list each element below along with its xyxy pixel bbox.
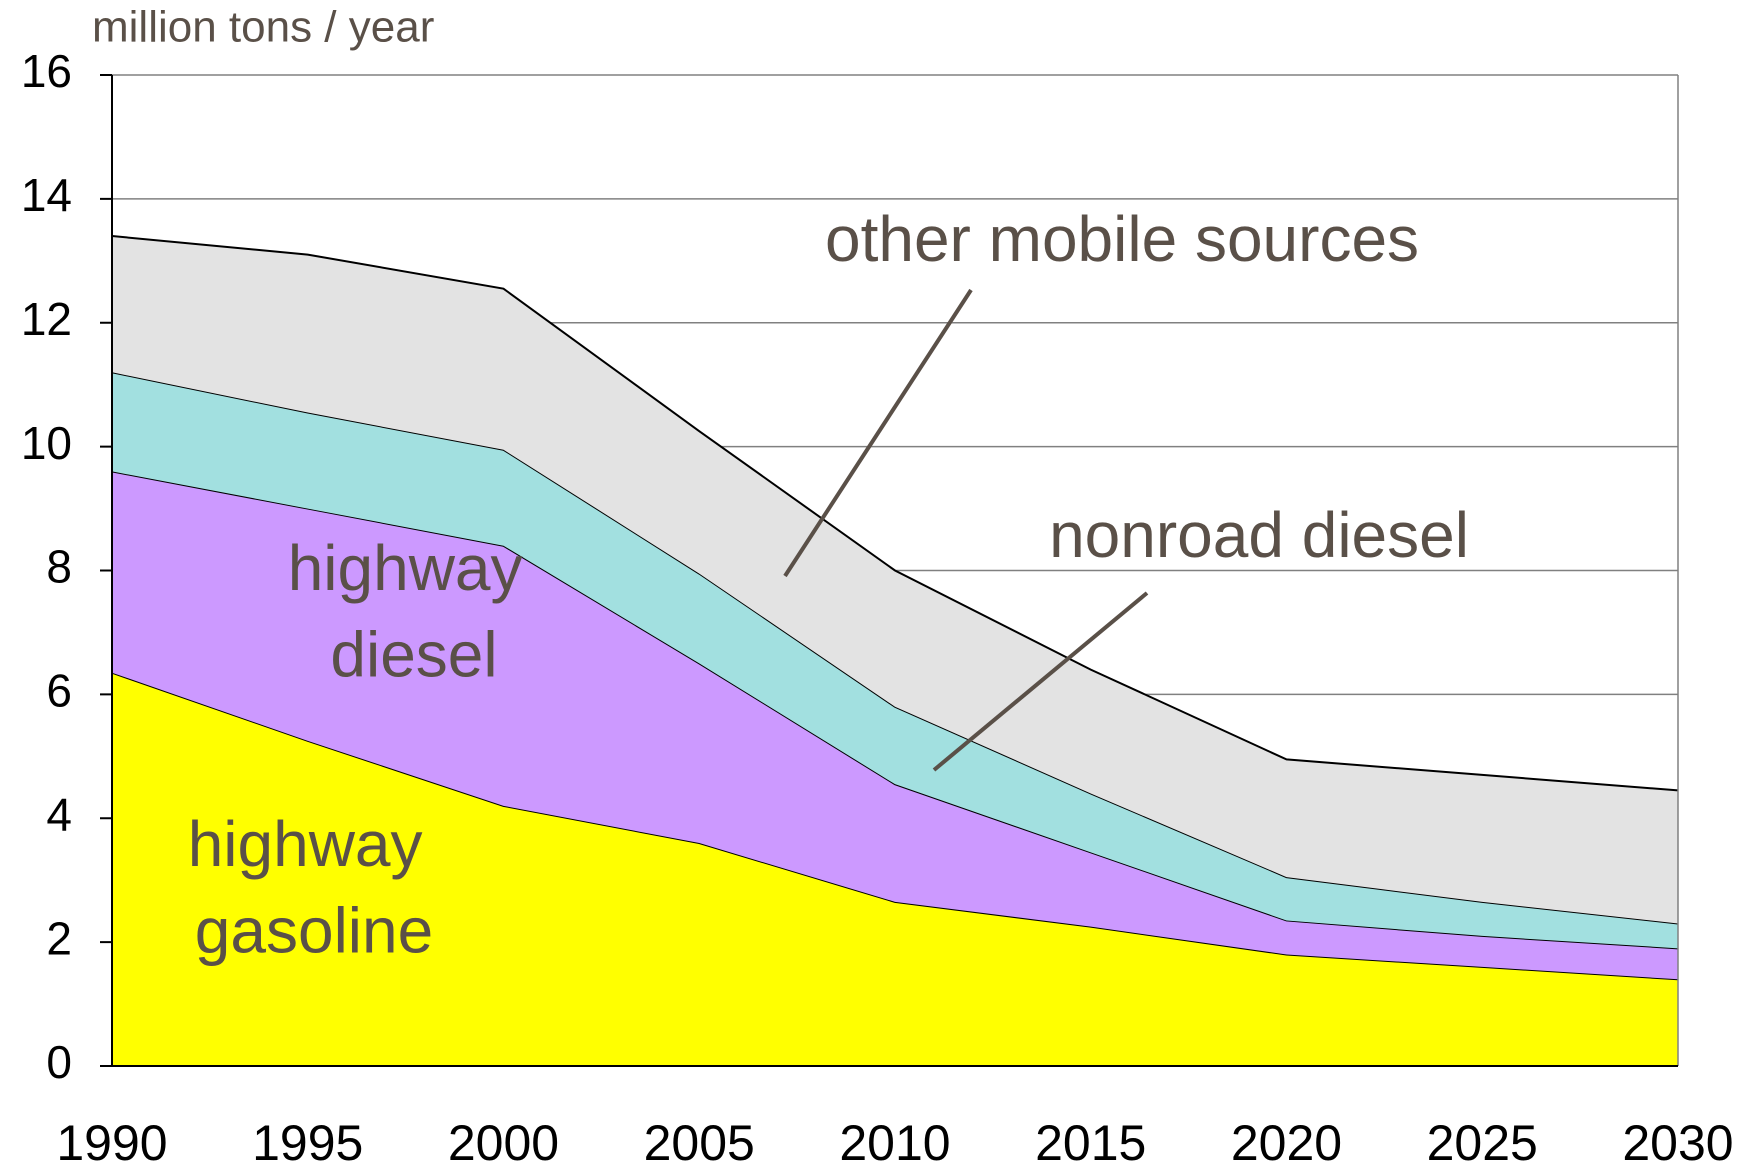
x-tick-label: 2030 xyxy=(1622,1115,1733,1171)
area xyxy=(112,236,1678,924)
x-tick-label: 2025 xyxy=(1427,1115,1538,1171)
series-label-line: highway xyxy=(288,532,541,604)
x-tick-label: 2015 xyxy=(1035,1115,1146,1171)
series-label: nonroad diesel xyxy=(1049,499,1469,571)
area xyxy=(112,471,1678,980)
y-tick-label: 0 xyxy=(46,1036,72,1088)
y-tick-label: 4 xyxy=(46,788,72,840)
area-edge xyxy=(111,235,1679,792)
y-axis-label: million tons / year xyxy=(92,3,434,52)
y-tick-label: 6 xyxy=(46,665,72,717)
x-tick-label: 2010 xyxy=(839,1115,950,1171)
leader-line xyxy=(783,288,973,578)
y-tick-label: 2 xyxy=(46,912,72,964)
y-tick-label: 16 xyxy=(21,45,72,97)
x-tick-label: 2000 xyxy=(448,1115,559,1171)
series-label-line: gasoline xyxy=(195,894,433,966)
series-label: highway gasoline xyxy=(188,808,441,966)
y-tick-label: 12 xyxy=(21,293,72,345)
y-tick-label: 14 xyxy=(21,169,72,221)
series-label-line: diesel xyxy=(330,618,497,690)
x-tick-label: 2005 xyxy=(644,1115,755,1171)
area xyxy=(112,372,1678,949)
y-tick-label: 10 xyxy=(21,417,72,469)
x-tick-label: 2020 xyxy=(1231,1115,1342,1171)
series-label: other mobile sources xyxy=(825,203,1419,275)
series-label-line: highway xyxy=(188,808,441,880)
x-tick-label: 1995 xyxy=(252,1115,363,1171)
series-label: highway diesel xyxy=(288,532,541,690)
leader-line xyxy=(932,591,1149,772)
area xyxy=(112,672,1678,1066)
x-tick-label: 1990 xyxy=(56,1115,167,1171)
y-tick-label: 8 xyxy=(46,541,72,593)
